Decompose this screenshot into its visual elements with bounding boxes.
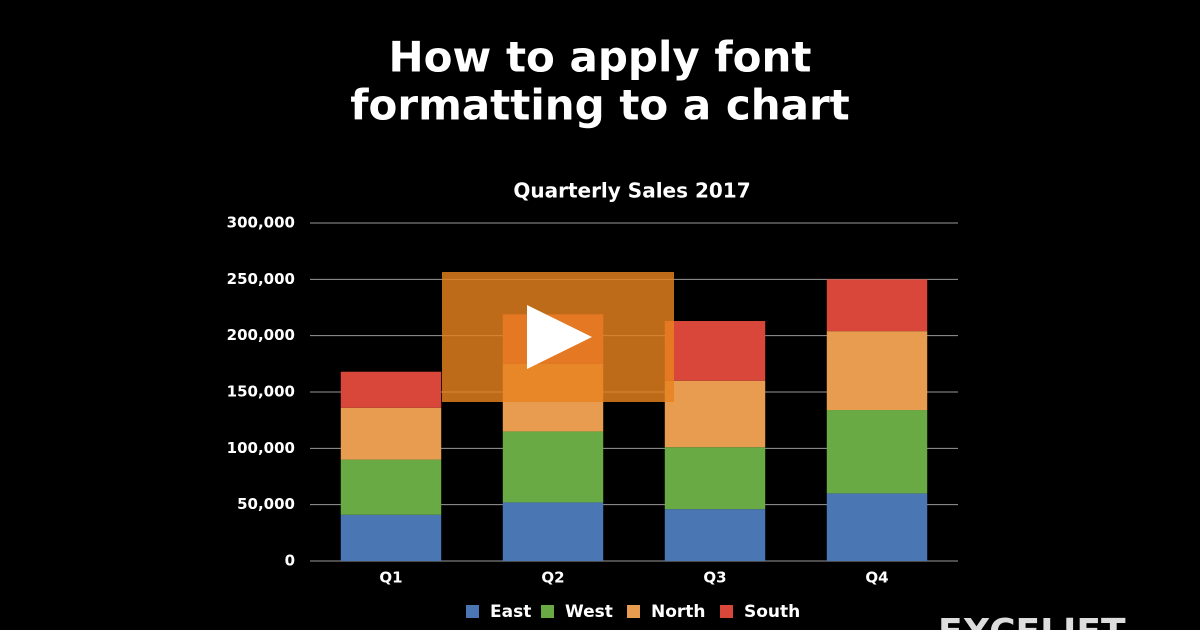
bar-segment [340, 459, 442, 515]
plot: 0 50,000 100,000 150,000 200,000 250,000 300,0… [227, 214, 958, 622]
legend-label: West [565, 602, 613, 622]
play-button[interactable] [442, 272, 674, 402]
bar-segment [664, 321, 766, 381]
bar-segment [664, 447, 766, 510]
y-tick-label: 200,000 [227, 326, 295, 344]
bar-segment [826, 493, 928, 561]
brand: EXCELJET [938, 612, 1126, 630]
bar-segment [502, 431, 604, 503]
bar-segment [340, 371, 442, 408]
y-tick-label: 50,000 [237, 495, 295, 513]
bar-segment [502, 502, 604, 561]
legend-label: East [490, 602, 531, 622]
legend-swatch [627, 605, 640, 618]
bar-segment [826, 410, 928, 494]
legend-label: North [651, 602, 706, 622]
bar-segment [826, 331, 928, 411]
bar-segment [340, 514, 442, 561]
heading-line: formatting to a chart [350, 81, 850, 130]
bar-segment [664, 380, 766, 448]
bar-segment [340, 407, 442, 460]
bar-segment [826, 279, 928, 332]
x-tick-label: Q2 [541, 569, 564, 587]
play-icon[interactable] [527, 305, 592, 369]
bar-segment [664, 509, 766, 561]
y-tick-label: 300,000 [227, 214, 295, 232]
legend-swatch [720, 605, 733, 618]
y-tick-label: 150,000 [227, 383, 295, 401]
x-tick-label: Q3 [703, 569, 726, 587]
y-tick-label: 0 [285, 552, 295, 570]
y-tick-label: 250,000 [227, 270, 295, 288]
legend-swatch [541, 605, 554, 618]
chart-title: Quarterly Sales 2017 [513, 179, 750, 203]
heading-line: How to apply font [389, 33, 812, 82]
x-tick-label: Q1 [379, 569, 402, 587]
legend-swatch [466, 605, 479, 618]
x-tick-label: Q4 [865, 569, 888, 587]
y-tick-label: 100,000 [227, 439, 295, 457]
legend-label: South [744, 602, 800, 622]
